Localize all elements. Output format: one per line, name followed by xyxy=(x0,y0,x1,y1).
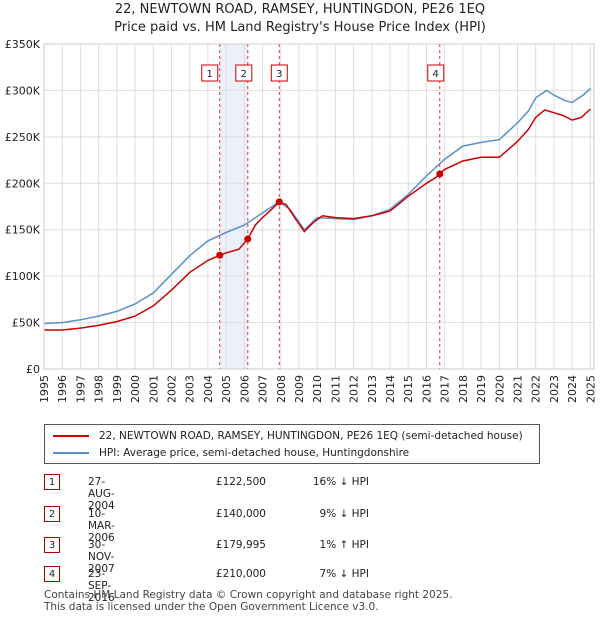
sale-badge xyxy=(201,64,219,82)
legend-label-hpi: HPI: Average price, semi-detached house,… xyxy=(99,447,410,459)
sale-point xyxy=(216,251,224,259)
sale-badge-label: 3 xyxy=(276,69,282,80)
y-tick-label: £150K xyxy=(5,224,41,237)
x-tick-label: 2025 xyxy=(584,375,597,403)
transaction-number: 4 xyxy=(44,566,60,582)
legend-swatch-property xyxy=(53,435,89,437)
sale-badge xyxy=(427,64,445,82)
x-tick-label: 2022 xyxy=(530,375,543,403)
x-tick-label: 1995 xyxy=(38,375,51,403)
transaction-price: £140,000 xyxy=(215,508,266,520)
sale-badge xyxy=(270,64,288,82)
x-tick-label: 2000 xyxy=(129,375,142,403)
transaction-price: £122,500 xyxy=(215,476,266,488)
transaction-date: 23-SEP-2016 xyxy=(88,568,115,604)
x-tick-label: 2003 xyxy=(184,375,197,403)
sale-badge xyxy=(235,64,253,82)
y-tick-label: £250K xyxy=(5,131,41,144)
transaction-date: 27-AUG-2004 xyxy=(88,476,115,512)
x-tick-label: 1998 xyxy=(93,375,106,403)
x-tick-label: 2021 xyxy=(512,375,525,403)
series-line xyxy=(43,88,591,325)
x-tick-label: 2009 xyxy=(293,375,306,403)
legend-swatch-hpi xyxy=(53,452,89,454)
x-tick-label: 2006 xyxy=(238,375,251,403)
x-tick-label: 2017 xyxy=(439,375,452,403)
x-tick-label: 1999 xyxy=(111,375,124,403)
legend-item-property: 22, NEWTOWN ROAD, RAMSEY, HUNTINGDON, PE… xyxy=(53,428,523,444)
sale-badge-label: 4 xyxy=(433,69,439,80)
plot-area xyxy=(44,44,594,369)
footer-licence: This data is licensed under the Open Gov… xyxy=(44,601,379,613)
transaction-number: 2 xyxy=(44,506,60,522)
x-tick-label: 2023 xyxy=(548,375,561,403)
x-tick-label: 2019 xyxy=(475,375,488,403)
transaction-price: £179,995 xyxy=(215,539,266,551)
series-line xyxy=(44,108,591,331)
x-tick-label: 2020 xyxy=(493,375,506,403)
x-tick-label: 2008 xyxy=(275,375,288,403)
y-tick-label: £100K xyxy=(5,270,41,283)
x-tick-label: 1997 xyxy=(74,375,87,403)
chart-subtitle: Price paid vs. HM Land Registry's House … xyxy=(114,20,486,35)
y-tick-label: £350K xyxy=(5,38,41,51)
x-tick-label: 2007 xyxy=(257,375,270,403)
x-tick-label: 2018 xyxy=(457,375,470,403)
price-chart: £0 £50K £100K £150K £200K £250K £300K £350K 199… xyxy=(5,38,598,403)
transaction-hpi: 1% ↑ HPI xyxy=(319,539,369,551)
x-tick-label: 2005 xyxy=(220,375,233,403)
x-tick-label: 2024 xyxy=(566,375,579,403)
x-tick-label: 2015 xyxy=(402,375,415,403)
sale-badge-label: 2 xyxy=(241,69,247,80)
transaction-number: 1 xyxy=(44,474,60,490)
y-tick-label: £200K xyxy=(5,177,41,190)
legend: 22, NEWTOWN ROAD, RAMSEY, HUNTINGDON, PE… xyxy=(44,424,540,464)
transaction-hpi: 16% ↓ HPI xyxy=(312,476,369,488)
transaction-hpi: 7% ↓ HPI xyxy=(319,568,369,580)
transaction-number: 3 xyxy=(44,537,60,553)
x-tick-label: 2012 xyxy=(348,375,361,403)
sale-point xyxy=(436,170,444,178)
x-tick-label: 2010 xyxy=(311,375,324,403)
footer-copyright: Contains HM Land Registry data © Crown c… xyxy=(44,589,453,601)
x-tick-label: 2004 xyxy=(202,375,215,403)
shaded-span xyxy=(219,44,248,369)
chart-title: 22, NEWTOWN ROAD, RAMSEY, HUNTINGDON, PE… xyxy=(114,2,486,17)
legend-item-hpi: HPI: Average price, semi-detached house,… xyxy=(53,445,409,461)
sale-point xyxy=(244,235,252,243)
transaction-price: £210,000 xyxy=(215,568,266,580)
x-tick-label: 2014 xyxy=(384,375,397,403)
x-tick-label: 2002 xyxy=(165,375,178,403)
sale-badge-label: 1 xyxy=(207,69,213,80)
y-tick-label: £50K xyxy=(12,317,41,330)
x-tick-label: 1996 xyxy=(56,375,69,403)
transaction-date: 10-MAR-2006 xyxy=(88,508,115,544)
x-tick-label: 2016 xyxy=(420,375,433,403)
x-tick-label: 2013 xyxy=(366,375,379,403)
x-tick-label: 2011 xyxy=(329,375,342,403)
y-tick-label: £300K xyxy=(5,84,41,97)
transaction-hpi: 9% ↓ HPI xyxy=(319,508,369,520)
transaction-date: 30-NOV-2007 xyxy=(88,539,115,575)
y-tick-label: £0 xyxy=(26,363,40,376)
legend-label-property: 22, NEWTOWN ROAD, RAMSEY, HUNTINGDON, PE… xyxy=(99,430,523,442)
x-tick-label: 2001 xyxy=(147,375,160,403)
sale-point xyxy=(275,198,283,206)
